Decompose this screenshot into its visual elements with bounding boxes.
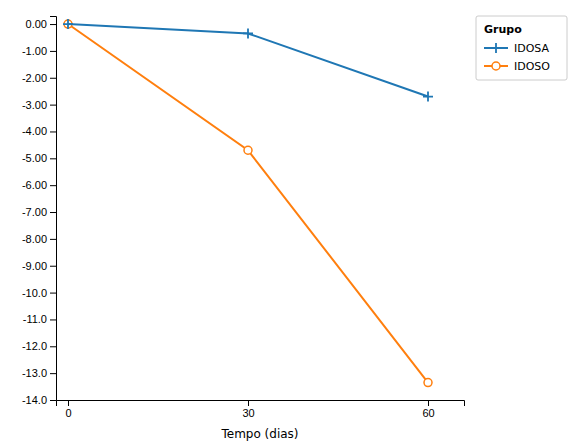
y-tick-mark <box>50 158 56 159</box>
series-marker <box>424 379 432 387</box>
y-tick-mark <box>50 212 56 213</box>
x-tick: 0 <box>65 400 71 419</box>
y-tick-label: -1.00 <box>22 45 47 57</box>
legend-entry: IDOSO <box>484 60 550 73</box>
y-tick-mark <box>50 400 56 401</box>
y-tick: -7.00 <box>22 206 56 218</box>
y-tick: -10.0 <box>22 287 56 299</box>
y-tick: -5.00 <box>22 152 56 164</box>
y-tick-label: -2.00 <box>22 72 47 84</box>
y-tick-label: 0.00 <box>26 18 47 30</box>
y-tick: -8.00 <box>22 233 56 245</box>
y-tick-label: -5.00 <box>22 152 47 164</box>
plot-marks <box>63 19 433 386</box>
y-tick-label: -12.0 <box>22 340 47 352</box>
y-tick-label: -3.00 <box>22 99 47 111</box>
legend-marker <box>491 43 501 53</box>
legend: Grupo IDOSA IDOSO <box>476 16 567 80</box>
y-tick-mark <box>50 51 56 52</box>
y-tick-mark <box>50 373 56 374</box>
x-axis-title: Tempo (dias) <box>220 427 298 441</box>
x-tick-mark <box>68 400 69 406</box>
y-tick-mark <box>50 239 56 240</box>
series-marker <box>243 28 253 38</box>
series-line <box>68 24 428 382</box>
x-tick: 30 <box>242 400 254 419</box>
legend-title: Grupo <box>484 23 522 36</box>
y-tick-label: -6.00 <box>22 179 47 191</box>
y-tick-label: -11.0 <box>23 313 47 325</box>
x-tick: 60 <box>422 400 434 419</box>
series <box>63 19 433 102</box>
y-tick-mark <box>50 266 56 267</box>
y-tick-label: -14.0 <box>22 394 47 406</box>
x-axis: 0 30 60 <box>57 400 465 419</box>
y-tick: -1.00 <box>22 45 56 57</box>
y-tick: -2.00 <box>22 72 56 84</box>
x-tick-label: 30 <box>242 407 254 419</box>
x-tick-mark <box>428 400 429 406</box>
y-tick-label: -9.00 <box>22 260 47 272</box>
y-tick-mark <box>50 185 56 186</box>
legend-label: IDOSA <box>514 42 550 55</box>
series <box>64 20 432 386</box>
y-tick-label: -7.00 <box>22 206 47 218</box>
chart: 0 30 60 0.00 -1.00 -2.00 -3.00 -4.00 -5.00 -6.00 -… <box>0 0 573 448</box>
series-marker <box>64 20 72 28</box>
x-tick-label: 0 <box>65 407 71 419</box>
x-axis-line <box>57 401 465 407</box>
y-tick: -9.00 <box>22 260 56 272</box>
y-tick-label: -13.0 <box>22 367 47 379</box>
legend-label: IDOSO <box>514 60 550 73</box>
x-tick-label: 60 <box>422 407 434 419</box>
y-tick-mark <box>50 105 56 106</box>
y-axis-line <box>50 17 57 401</box>
legend-marker <box>492 62 500 70</box>
y-tick: -13.0 <box>22 367 56 379</box>
y-tick-mark <box>50 78 56 79</box>
y-tick-label: -4.00 <box>22 125 47 137</box>
y-tick: -11.0 <box>23 313 56 325</box>
legend-frame <box>476 16 567 80</box>
y-tick-mark <box>50 319 56 320</box>
y-tick: -12.0 <box>22 340 56 352</box>
plot-area: 0 30 60 0.00 -1.00 -2.00 -3.00 -4.00 -5.00 -6.00 -… <box>22 17 465 419</box>
series-line <box>68 24 428 97</box>
y-tick: -6.00 <box>22 179 56 191</box>
legend-entry: IDOSA <box>484 42 550 55</box>
y-axis: 0.00 -1.00 -2.00 -3.00 -4.00 -5.00 -6.00 -7.00 -… <box>22 17 57 407</box>
y-tick-mark <box>50 131 56 132</box>
y-tick: -3.00 <box>22 99 56 111</box>
series-marker <box>63 19 73 29</box>
y-tick: -4.00 <box>22 125 56 137</box>
y-tick: 0.00 <box>26 18 56 30</box>
y-tick-label: -10.0 <box>22 287 47 299</box>
y-tick-mark <box>50 293 56 294</box>
y-tick-mark <box>50 346 56 347</box>
series-marker <box>244 146 252 154</box>
y-tick-label: -8.00 <box>22 233 47 245</box>
series-marker <box>423 92 433 102</box>
x-tick-mark <box>248 400 249 406</box>
y-tick: -14.0 <box>22 394 56 406</box>
y-tick-mark <box>50 24 56 25</box>
